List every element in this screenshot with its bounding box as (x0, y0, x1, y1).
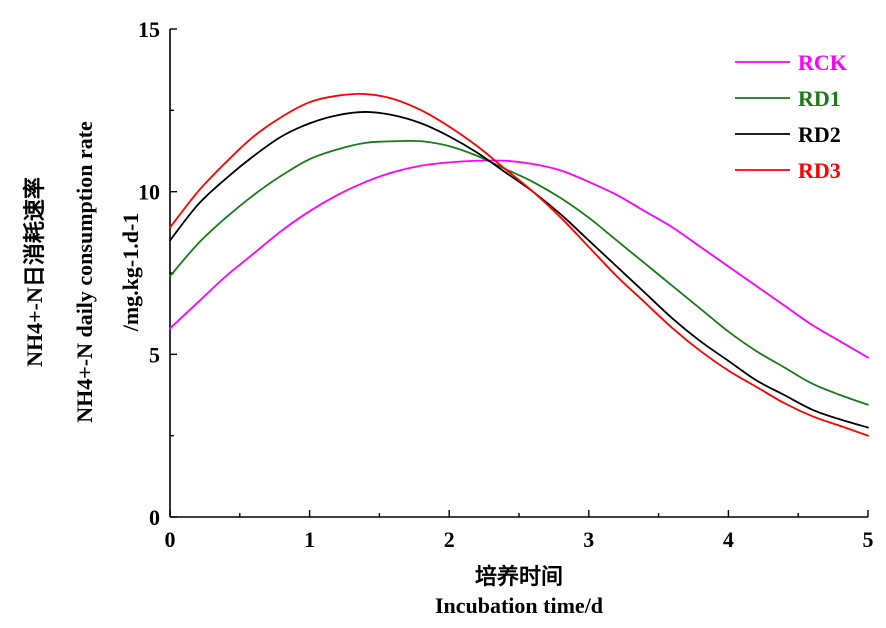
x-tick-label: 0 (165, 527, 176, 552)
series-line-rck (169, 159, 869, 359)
legend: RCK RD1 RD2 RD3 (735, 50, 847, 183)
y-tick-label: 15 (138, 17, 160, 42)
y-axis-title-group: NH4+-N日消耗速率 NH4+-N daily consumption rat… (22, 121, 143, 423)
legend-label-rd3: RD3 (798, 158, 841, 183)
y-tick-label: 10 (138, 180, 160, 205)
legend-label-rd1: RD1 (798, 86, 841, 111)
y-tick-label: 0 (149, 505, 160, 530)
series-group (169, 93, 869, 437)
series-line-rd1 (169, 139, 869, 406)
y-axis-title-unit: /mg.kg-1.d-1 (118, 213, 143, 333)
tick-labels: 0 1 2 3 4 5 0 5 10 15 (138, 17, 874, 552)
series-line-rd3 (169, 93, 869, 437)
legend-label-rd2: RD2 (798, 122, 841, 147)
x-axis-title-cn: 培养时间 (475, 564, 563, 589)
axes (169, 29, 868, 518)
x-tick-label: 2 (444, 527, 455, 552)
y-tick-label: 5 (149, 342, 160, 367)
x-tick-label: 1 (304, 527, 315, 552)
y-axis-title-en: NH4+-N daily consumption rate (72, 121, 97, 423)
legend-label-rck: RCK (798, 50, 847, 75)
series-line-rd2 (169, 111, 869, 429)
x-tick-label: 3 (583, 527, 594, 552)
x-tick-label: 4 (723, 527, 734, 552)
y-axis-title-cn: NH4+-N日消耗速率 (22, 177, 47, 367)
x-axis-title-en: Incubation time/d (435, 593, 603, 618)
ticks (169, 28, 869, 518)
x-tick-label: 5 (863, 527, 874, 552)
